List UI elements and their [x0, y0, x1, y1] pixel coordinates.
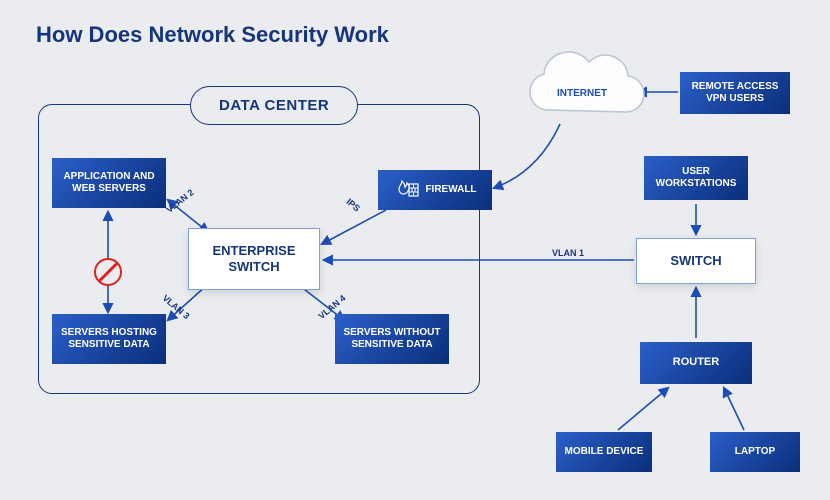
- nonsensitive-box: SERVERS WITHOUT SENSITIVE DATA: [335, 314, 449, 364]
- firewall-label: FIREWALL: [425, 184, 476, 196]
- laptop-box: LAPTOP: [710, 432, 800, 472]
- app-servers-label: APPLICATION AND WEB SERVERS: [60, 171, 158, 195]
- sensitive-label: SERVERS HOSTING SENSITIVE DATA: [60, 327, 158, 351]
- data-center-text: DATA CENTER: [219, 97, 329, 114]
- enterprise-switch-box: ENTERPRISE SWITCH: [188, 228, 320, 290]
- nonsensitive-label: SERVERS WITHOUT SENSITIVE DATA: [343, 327, 441, 351]
- page-title: How Does Network Security Work: [36, 22, 389, 48]
- router-label: ROUTER: [673, 356, 719, 369]
- laptop-label: LAPTOP: [735, 446, 775, 458]
- workstations-label: USER WORKSTATIONS: [652, 166, 740, 190]
- mobile-label: MOBILE DEVICE: [565, 446, 644, 458]
- internet-cloud: INTERNET: [530, 62, 634, 124]
- remote-vpn-box: REMOTE ACCESS VPN USERS: [680, 72, 790, 114]
- sensitive-box: SERVERS HOSTING SENSITIVE DATA: [52, 314, 166, 364]
- data-center-label: DATA CENTER: [190, 86, 358, 125]
- firewall-box: FIREWALL: [378, 170, 492, 210]
- prohibit-icon: [94, 258, 122, 286]
- switch-box: SWITCH: [636, 238, 756, 284]
- vlan1-label: VLAN 1: [552, 248, 584, 258]
- app-servers-box: APPLICATION AND WEB SERVERS: [52, 158, 166, 208]
- firewall-icon: [393, 180, 419, 200]
- internet-label: INTERNET: [557, 88, 607, 99]
- workstations-box: USER WORKSTATIONS: [644, 156, 748, 200]
- mobile-box: MOBILE DEVICE: [556, 432, 652, 472]
- remote-vpn-label: REMOTE ACCESS VPN USERS: [688, 81, 782, 105]
- router-box: ROUTER: [640, 342, 752, 384]
- switch-label: SWITCH: [670, 253, 721, 269]
- enterprise-switch-label: ENTERPRISE SWITCH: [189, 243, 319, 274]
